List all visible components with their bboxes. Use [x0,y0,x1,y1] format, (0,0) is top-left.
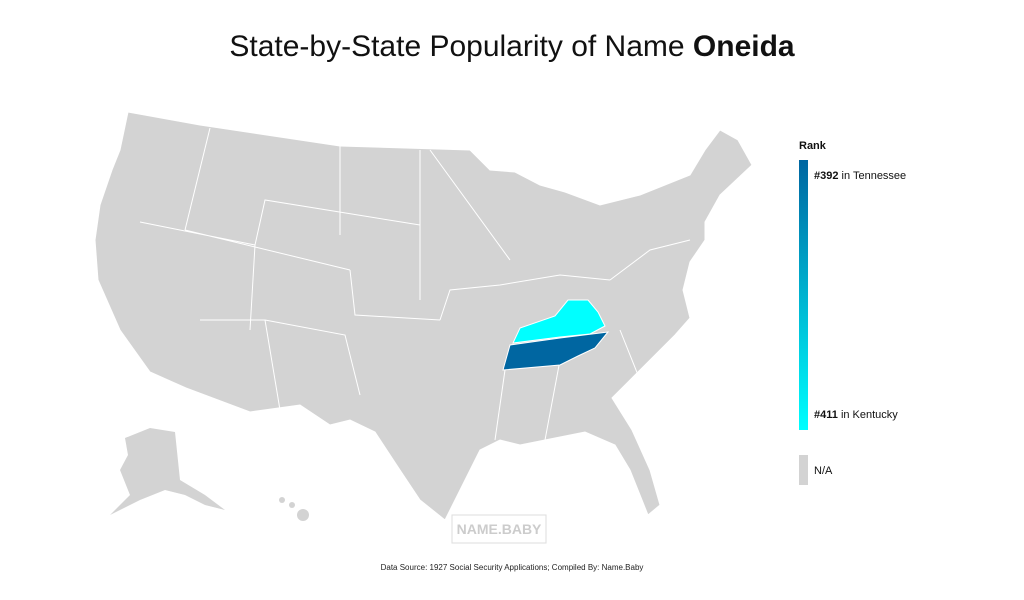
title-name: Oneida [692,30,795,63]
title: State-by-State Popularity of Name Oneida [0,30,1024,64]
legend-rank: #411 [814,409,838,421]
legend-rank: #392 [814,170,839,182]
legend-title: Rank [799,140,826,152]
kentucky [512,299,606,344]
contiguous-us [94,111,753,521]
watermark-box [451,514,547,544]
legend-entry: #411 in Kentucky [814,409,898,421]
legend-entry: #392 in Tennessee [814,170,906,182]
footer: Data Source: 1927 Social Security Applic… [380,563,644,572]
tennessee [502,331,610,371]
title-text: State-by-State Popularity of Name [229,30,685,63]
legend-state: in Kentucky [840,409,898,421]
alaska [110,428,225,515]
legend-na: N/A [814,465,833,477]
legend-na-swatch [799,455,808,485]
watermark: NAME.BABY [457,521,542,537]
legend-state: in Tennessee [841,170,907,182]
hawaii [279,497,309,521]
legend-gradient [799,160,808,430]
state-borders [139,127,691,441]
